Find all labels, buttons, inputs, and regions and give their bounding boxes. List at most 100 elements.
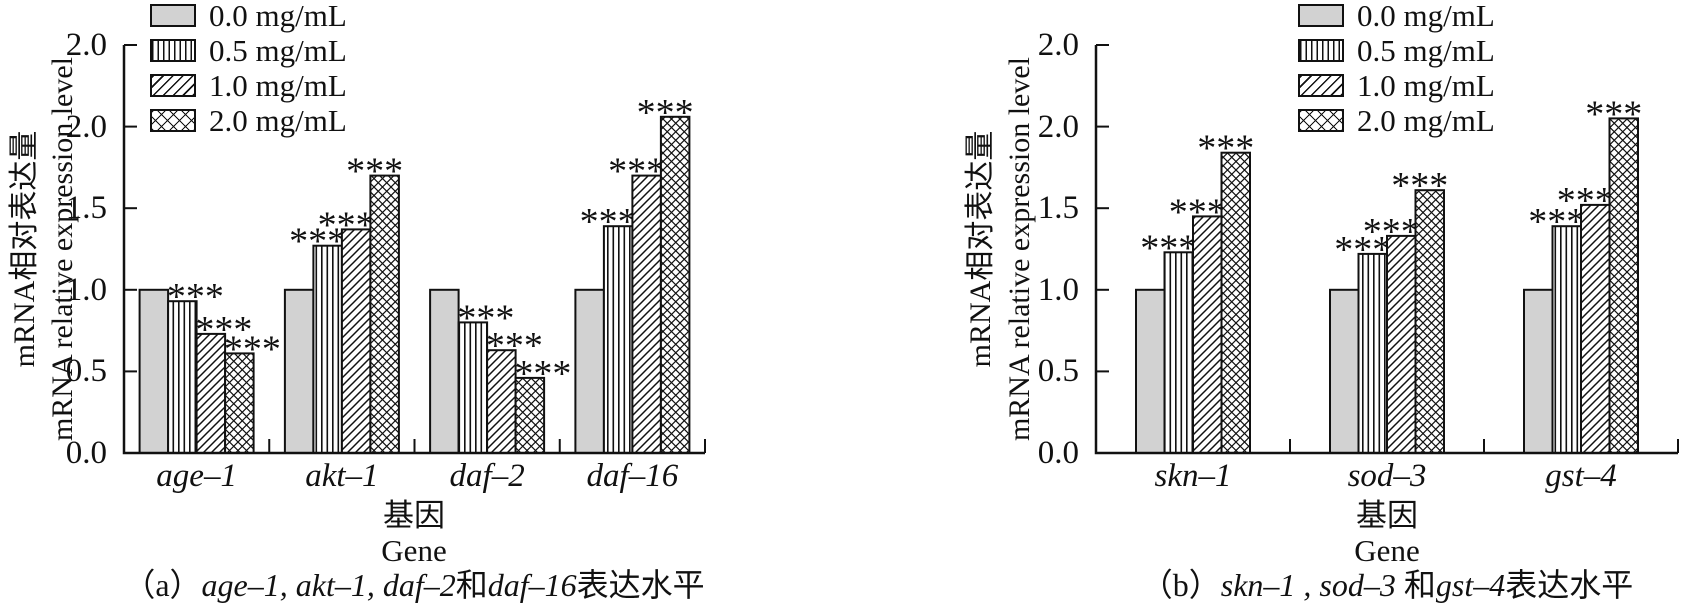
significance-marker: *** <box>224 328 281 370</box>
bar-age–1-1.0 mg/mL <box>195 332 227 454</box>
legend-item: 0.5 mg/mL <box>1298 35 1495 66</box>
legend-swatch-vertical-stripes-icon <box>150 39 196 62</box>
bar-skn–1-0.5 mg/mL <box>1163 251 1194 454</box>
bar-sod–3-0.5 mg/mL <box>1357 252 1388 454</box>
legend-swatch-vertical-stripes-icon <box>1298 39 1344 62</box>
bar-daf–2-2.0 mg/mL <box>514 376 546 454</box>
significance-marker: *** <box>1334 229 1391 271</box>
bar-akt–1-0.5 mg/mL <box>312 244 343 454</box>
legend-swatch-crosshatch-icon <box>1298 109 1344 132</box>
panel-a-legend: 0.0 mg/mL 0.5 mg/mL 1.0 mg/mL 2.0 mg/mL <box>150 0 347 144</box>
y-tick-label: 0.5 <box>1037 353 1079 390</box>
significance-marker: *** <box>486 325 543 367</box>
panel-a-plot: ************************************ <box>122 44 706 455</box>
significance-marker: *** <box>289 221 346 263</box>
bar-akt–1-2.0 mg/mL <box>369 174 400 454</box>
bar-skn–1-1.0 mg/mL <box>1192 215 1223 454</box>
significance-marker: *** <box>1169 191 1226 233</box>
caption-text: 表达水平 <box>576 567 705 603</box>
y-tick-label: 0.0 <box>65 435 107 471</box>
bar-age–1-0.5 mg/mL <box>167 300 198 455</box>
legend-label: 2.0 mg/mL <box>209 103 347 138</box>
significance-marker: *** <box>346 151 403 193</box>
x-tick-label: skn–1 <box>1154 458 1232 494</box>
panel-a-xlabel-en: Gene <box>381 533 447 568</box>
panel-a-caption: （a）age–1, akt–1, daf–2和daf–16表达水平 <box>104 566 724 604</box>
caption-text: 和 <box>1395 567 1436 603</box>
caption-text: （a） <box>123 567 202 603</box>
x-tick-label: daf–2 <box>449 458 525 494</box>
bar-daf–2-0.0 mg/mL <box>429 288 460 454</box>
bar-skn–1-2.0 mg/mL <box>1220 151 1251 454</box>
legend-label: 1.0 mg/mL <box>209 68 347 103</box>
bar-gst–4-1.0 mg/mL <box>1580 203 1611 454</box>
significance-marker: *** <box>457 297 514 339</box>
bar-akt–1-0.0 mg/mL <box>283 288 315 454</box>
x-tick-label: sod–3 <box>1347 458 1427 494</box>
significance-marker: *** <box>514 353 571 395</box>
significance-marker: *** <box>1557 180 1614 222</box>
legend-item: 1.0 mg/mL <box>1298 68 1495 103</box>
y-tick-label: 2.0 <box>1037 108 1079 145</box>
y-tick-label: 2.0 <box>65 27 107 63</box>
significance-marker: *** <box>608 151 665 193</box>
legend-swatch-crosshatch-icon <box>150 109 196 132</box>
bar-daf–16-2.0 mg/mL <box>659 115 691 455</box>
legend-item: 2.0 mg/mL <box>1298 103 1495 138</box>
x-tick-label: daf–16 <box>586 458 679 494</box>
bar-daf–2-1.0 mg/mL <box>486 349 517 455</box>
bar-gst–4-2.0 mg/mL <box>1608 117 1639 455</box>
bar-daf–2-0.5 mg/mL <box>457 321 489 454</box>
bar-sod–3-2.0 mg/mL <box>1414 189 1445 454</box>
caption-text: age–1, akt–1, daf–2 <box>201 567 456 603</box>
bar-gst–4-0.0 mg/mL <box>1523 288 1554 454</box>
legend-swatch-solid-gray-icon <box>1298 4 1344 27</box>
significance-marker: *** <box>1140 227 1197 269</box>
axis <box>122 45 705 455</box>
y-tick-label: 1.5 <box>65 190 107 227</box>
legend-item: 0.5 mg/mL <box>150 33 347 68</box>
legend-item: 0.0 mg/mL <box>150 0 347 31</box>
caption-text: daf–16 <box>487 567 577 603</box>
y-tick-label: 1.0 <box>1037 271 1079 308</box>
bar-daf–16-0.0 mg/mL <box>574 288 605 454</box>
panel-b-xlabel-zh: 基因 <box>1356 498 1418 533</box>
significance-marker: *** <box>1197 128 1254 170</box>
panel-b-caption: （b）skn–1 , sod–3 和gst–4表达水平 <box>1077 566 1684 604</box>
legend-swatch-solid-gray-icon <box>150 4 196 27</box>
y-tick-label: 2.0 <box>1037 27 1079 63</box>
bar-skn–1-0.0 mg/mL <box>1135 288 1166 454</box>
significance-marker: *** <box>167 276 224 318</box>
legend-label: 0.0 mg/mL <box>1357 0 1495 33</box>
caption-text: 表达水平 <box>1505 567 1634 603</box>
legend-item: 1.0 mg/mL <box>150 68 347 103</box>
y-tick-label: 1.5 <box>1037 190 1079 227</box>
significance-marker: *** <box>580 201 637 243</box>
panel-b-ylabel-zh: mRNA相对表达量 <box>964 130 997 368</box>
legend-label: 0.5 mg/mL <box>209 33 347 68</box>
legend-swatch-diagonal-stripes-icon <box>1298 74 1344 97</box>
x-tick-label: age–1 <box>156 458 237 494</box>
y-tick-label: 0.5 <box>65 353 107 390</box>
significance-marker: *** <box>1363 211 1420 253</box>
significance-marker: *** <box>637 92 694 134</box>
y-tick-label: 1.0 <box>65 271 107 308</box>
bar-sod–3-1.0 mg/mL <box>1386 234 1417 454</box>
bar-gst–4-0.5 mg/mL <box>1551 225 1582 454</box>
y-tick-label: 0.0 <box>1037 435 1079 471</box>
caption-text: gst–4 <box>1435 567 1506 603</box>
bar-daf–16-0.5 mg/mL <box>602 225 634 454</box>
significance-marker: *** <box>195 309 252 351</box>
legend-label: 2.0 mg/mL <box>1357 103 1495 138</box>
legend-label: 1.0 mg/mL <box>1357 68 1495 103</box>
bar-daf–16-1.0 mg/mL <box>631 174 662 454</box>
bar-akt–1-1.0 mg/mL <box>340 228 372 454</box>
x-tick-label: akt–1 <box>305 458 379 494</box>
legend-item: 2.0 mg/mL <box>150 103 347 138</box>
panel-a-xlabel-zh: 基因 <box>383 498 445 533</box>
legend-swatch-diagonal-stripes-icon <box>150 74 196 97</box>
significance-marker: *** <box>1528 201 1585 243</box>
significance-marker: *** <box>1585 93 1642 135</box>
caption-text: 和 <box>455 567 488 603</box>
